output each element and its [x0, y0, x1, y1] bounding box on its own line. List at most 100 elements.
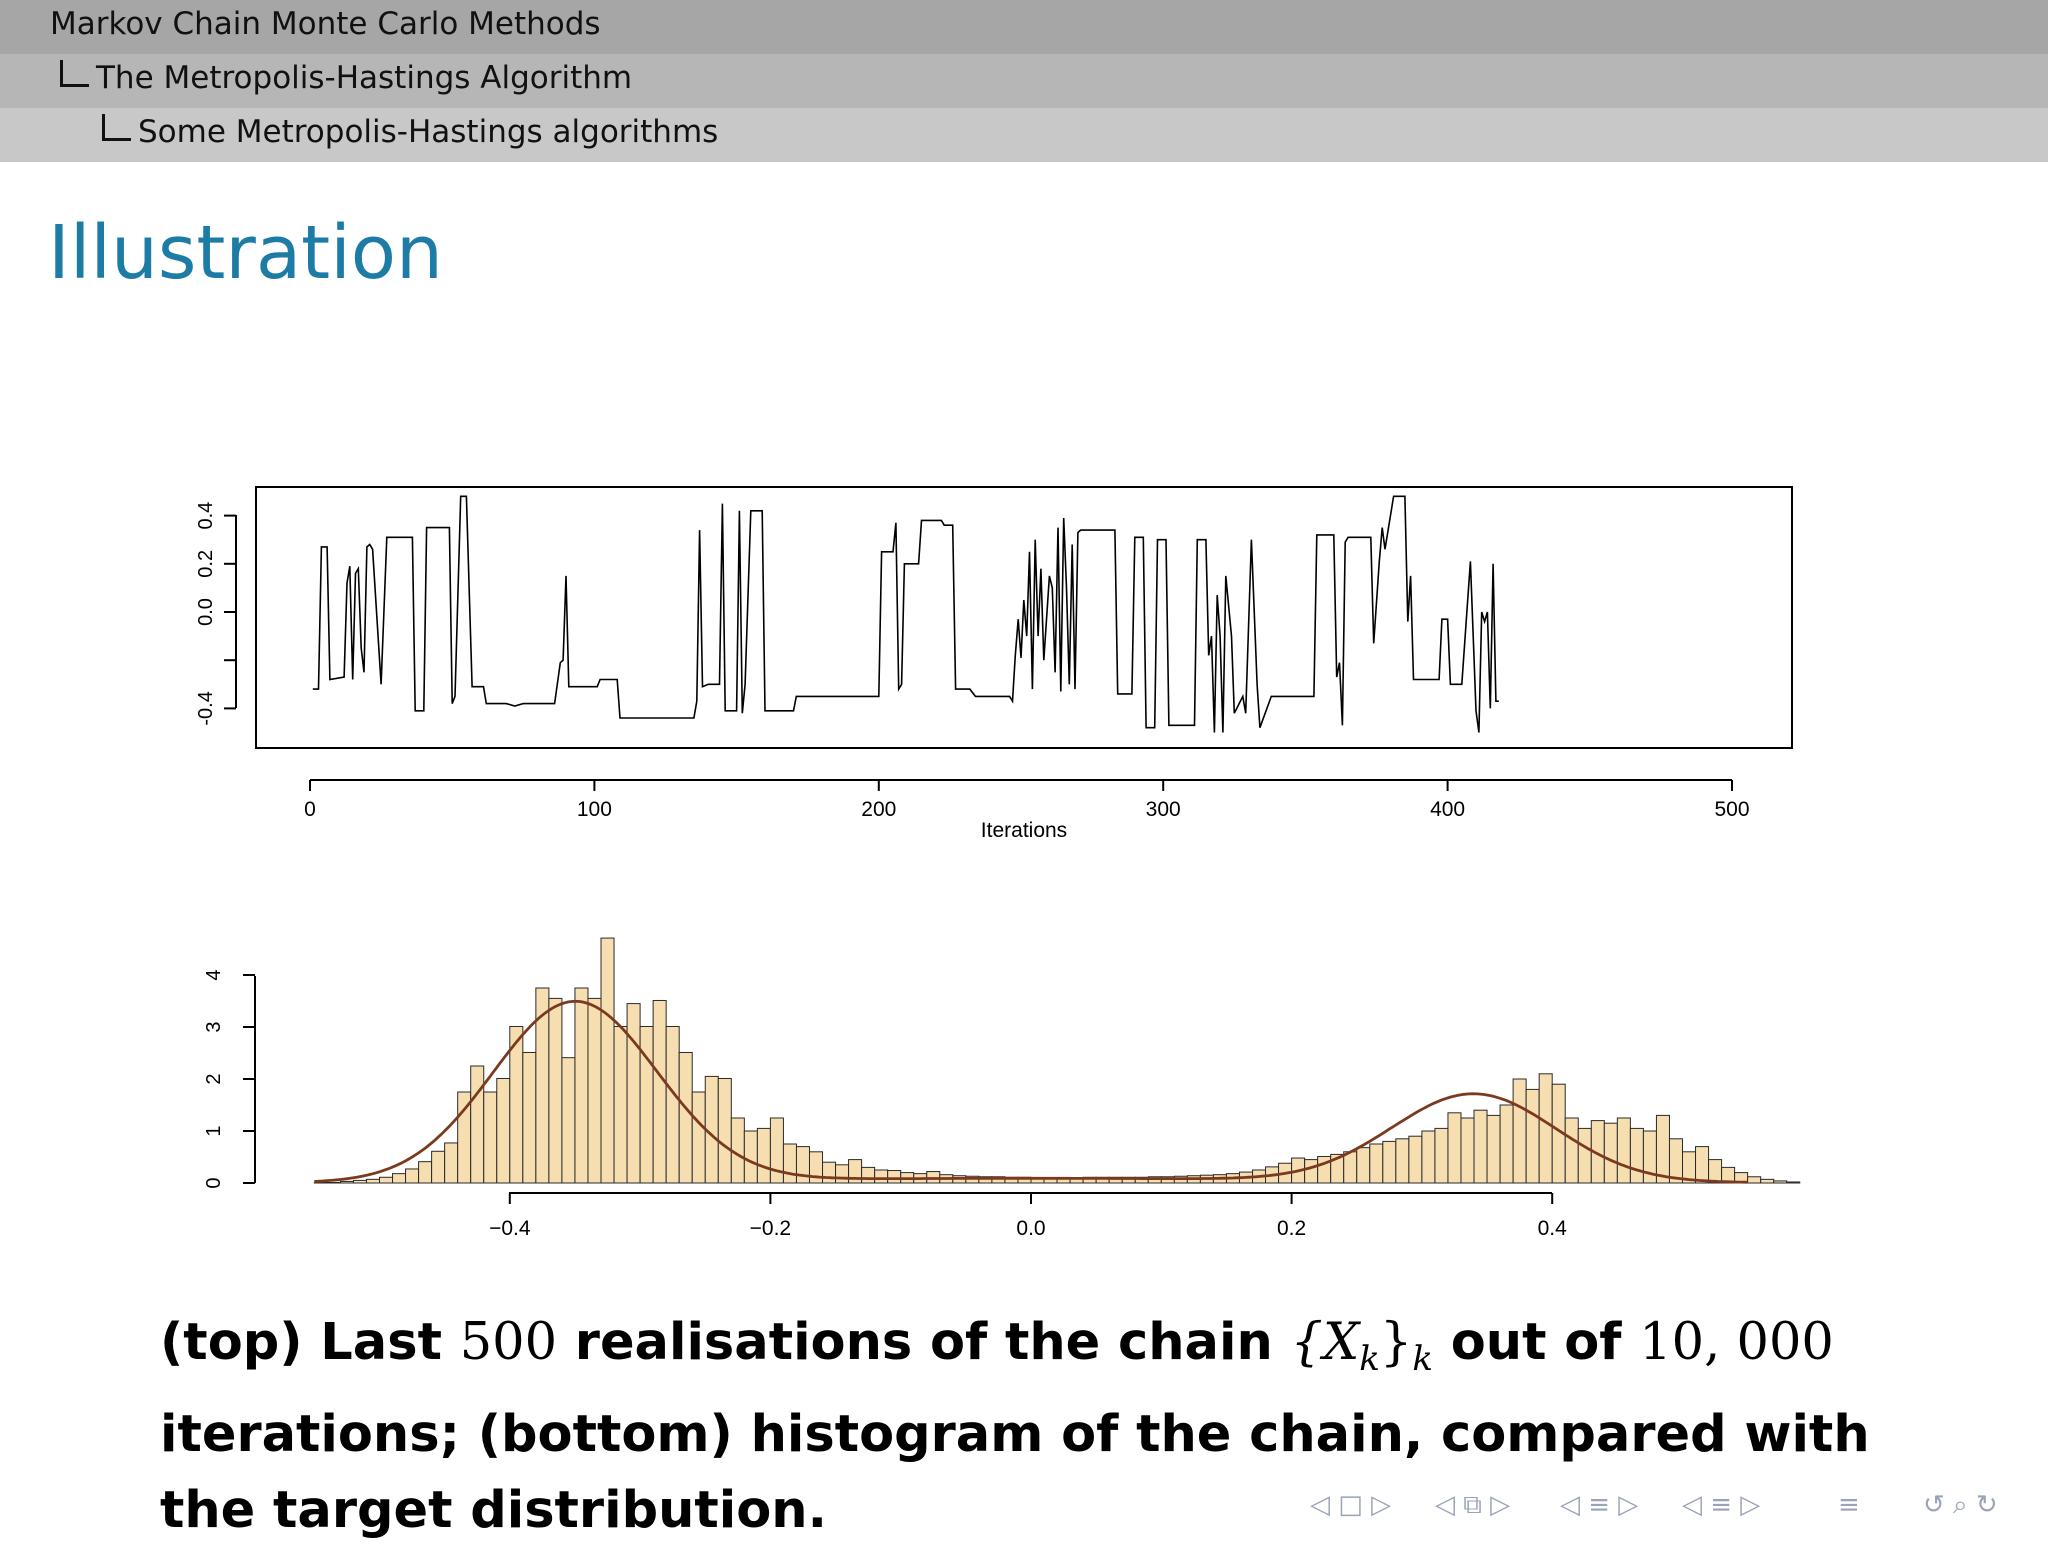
trace-y-tick-label: 0.2	[195, 550, 217, 578]
histogram-bar	[522, 1051, 537, 1184]
histogram-bar	[717, 1077, 732, 1184]
histogram-bar	[1629, 1127, 1644, 1184]
histogram-bar	[613, 1025, 628, 1184]
histogram-bar	[1356, 1147, 1371, 1184]
trace-y-tick-label: 0.0	[195, 598, 217, 626]
histogram-bar	[1786, 1181, 1801, 1184]
caption-text-4: iterations; (bottom) histogram of the ch…	[160, 1405, 1870, 1541]
histogram-bar	[405, 1168, 420, 1184]
figure-caption: (top) Last 500 realisations of the chain…	[160, 1305, 1880, 1549]
histogram-bar	[1760, 1178, 1775, 1184]
histogram-bar	[1525, 1088, 1540, 1184]
trace-plot-frame	[255, 486, 1793, 749]
nav-search-icons[interactable]: ↺ ⌕ ↻	[1923, 1490, 1998, 1520]
nav-subsection-alt-arrows[interactable]: ◁ ≡ ▷	[1682, 1490, 1761, 1520]
slide-title: Illustration	[48, 210, 443, 296]
histogram-bar	[352, 1179, 367, 1184]
histogram-bar	[782, 1143, 797, 1184]
trace-series-line	[312, 495, 1499, 733]
tree-corner-icon	[102, 114, 131, 141]
hist-y-tick-label: 2	[203, 1073, 225, 1084]
histogram-bar	[1603, 1122, 1618, 1184]
histogram-bar	[1708, 1159, 1723, 1184]
hist-y-tick-label: 0	[203, 1177, 225, 1188]
nav-frame-arrows[interactable]: ◁ □ ▷	[1310, 1490, 1392, 1520]
caption-math-10000: 10, 000	[1639, 1313, 1834, 1372]
hist-x-tick-label: 0.4	[1538, 1217, 1568, 1240]
hist-x-tick-label: −0.2	[750, 1217, 791, 1240]
trace-x-axis-label: Iterations	[981, 819, 1067, 842]
hist-x-tick-label: 0.2	[1277, 1217, 1306, 1240]
header-section-title[interactable]: Markov Chain Monte Carlo Methods	[50, 6, 601, 42]
histogram-bar	[339, 1180, 354, 1184]
histogram-bar	[1499, 1104, 1514, 1184]
histogram-bar	[887, 1170, 902, 1184]
histogram-bar	[1473, 1109, 1488, 1184]
header-subsubsection-bar: Some Metropolis-Hastings algorithms	[0, 108, 2048, 162]
hist-x-tick-label: −0.4	[489, 1217, 531, 1240]
nav-subsection-arrows[interactable]: ◁ ⧉ ▷	[1435, 1490, 1511, 1520]
histogram-bar	[1655, 1114, 1670, 1184]
trace-y-tick-label: 0.4	[195, 502, 217, 530]
tree-corner-icon	[60, 60, 89, 87]
histogram-bar	[743, 1130, 758, 1184]
histogram-bar	[1304, 1159, 1319, 1184]
caption-math-chain: {Xk}k	[1290, 1313, 1433, 1379]
histogram-bar	[1747, 1176, 1762, 1184]
histogram-bar	[1695, 1146, 1710, 1184]
histogram-bar	[418, 1161, 433, 1184]
histogram-bar	[1773, 1180, 1788, 1184]
caption-math-chain-open: {X	[1290, 1313, 1360, 1372]
histogram-bar	[1616, 1117, 1631, 1184]
nav-section-arrows[interactable]: ◁ ≡ ▷	[1560, 1490, 1639, 1520]
histogram-bar	[365, 1178, 381, 1184]
caption-math-subscript-1: k	[1359, 1339, 1380, 1380]
histogram-bar	[1343, 1151, 1358, 1184]
caption-math-subscript-2: k	[1412, 1339, 1433, 1380]
nav-list-icon[interactable]: ≡	[1838, 1490, 1860, 1520]
histogram-bar	[1512, 1078, 1527, 1184]
histogram-bar	[678, 1051, 693, 1184]
header-subsubsection-title[interactable]: Some Metropolis-Hastings algorithms	[138, 114, 719, 150]
beamer-nav-bar: ◁ □ ▷ ◁ ⧉ ▷ ◁ ≡ ▷ ◁ ≡ ▷ ≡ ↺ ⌕ ↻	[1310, 1490, 2030, 1530]
histogram-bar	[326, 1181, 341, 1184]
histogram-bar	[835, 1164, 850, 1184]
hist-y-tick-label: 4	[203, 969, 225, 980]
trace-y-tick-label: -0.4	[195, 691, 217, 725]
histogram-bar	[561, 1057, 576, 1184]
caption-math-500: 500	[459, 1313, 558, 1372]
caption-text-3: out of	[1432, 1313, 1640, 1372]
histogram-bar	[756, 1127, 771, 1184]
histogram-bar	[1538, 1073, 1553, 1184]
histogram-bar	[548, 997, 563, 1184]
header-subsection-title[interactable]: The Metropolis-Hastings Algorithm	[96, 60, 633, 96]
histogram-bar	[1434, 1127, 1449, 1184]
histogram-bar	[626, 1003, 641, 1184]
histogram-bar	[795, 1146, 810, 1184]
histogram-bar	[1564, 1117, 1579, 1184]
histogram-bar	[1408, 1135, 1423, 1184]
histogram-bar	[1447, 1112, 1462, 1184]
trace-x-tick-label: 0	[304, 798, 316, 821]
trace-x-tick-label: 100	[577, 798, 612, 821]
histogram-bar	[470, 1065, 485, 1184]
histogram-bar	[431, 1150, 446, 1184]
caption-math-chain-close: }	[1379, 1313, 1413, 1372]
trace-x-tick-label: 500	[1714, 798, 1749, 821]
histogram-bar	[665, 1025, 680, 1184]
histogram-bar	[874, 1169, 889, 1184]
trace-plot: 0 100 200 300 400 500 -0.4 0.0 0.2 0.4 Iteration…	[195, 486, 1793, 842]
header-section-bar: Markov Chain Monte Carlo Methods	[0, 0, 2048, 54]
histogram-bar	[379, 1176, 394, 1184]
histogram-bar	[444, 1142, 459, 1184]
header-subsection-bar: The Metropolis-Hastings Algorithm	[0, 54, 2048, 108]
histogram-plot: −0.4 −0.2 0.0 0.2 0.4 0 1 2 3 4	[203, 937, 1801, 1240]
histogram-bar	[1486, 1114, 1501, 1184]
histogram-bar	[587, 997, 602, 1184]
caption-text-1: (top) Last	[160, 1313, 460, 1372]
histogram-bar	[652, 999, 667, 1184]
histogram-bar	[483, 1091, 498, 1184]
histogram-bar	[1577, 1127, 1592, 1184]
histogram-bar	[861, 1166, 876, 1184]
trace-x-tick-label: 400	[1430, 798, 1465, 821]
